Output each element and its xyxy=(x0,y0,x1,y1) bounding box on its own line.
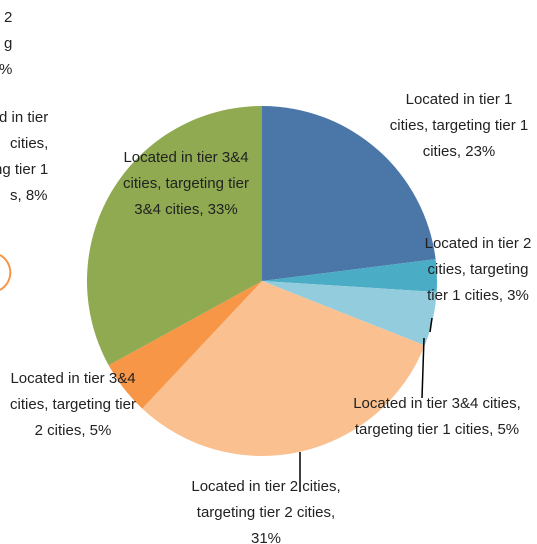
data-label: Located in tier 1 cities, targeting tier… xyxy=(389,91,529,160)
cropped-label: cities, xyxy=(10,135,49,152)
data-label: Located in tier 3&4 cities, targeting ti… xyxy=(10,370,136,439)
pie-slice xyxy=(108,281,262,409)
pie-slice xyxy=(142,281,425,456)
cropped-label: ng tier 1 xyxy=(0,161,49,178)
pie-slice xyxy=(262,106,436,281)
cropped-label: d in tier xyxy=(0,109,49,126)
leader-line xyxy=(429,317,433,333)
data-label: Located in tier 3&4 cities, targeting ti… xyxy=(353,395,521,438)
cropped-label: 2 xyxy=(4,9,13,26)
cropped-label: s, 8% xyxy=(10,187,48,204)
data-label: Located in tier 2 cities, targeting tier… xyxy=(191,478,341,544)
leader-line xyxy=(421,337,425,399)
pie-slice xyxy=(87,106,262,366)
data-label: Located in tier 3&4 cities, targeting ti… xyxy=(123,149,249,218)
cropped-label: g xyxy=(4,35,13,52)
pie-slice xyxy=(262,281,437,346)
pie-slice xyxy=(262,259,437,292)
cropped-arc xyxy=(0,254,12,291)
slices xyxy=(87,106,437,456)
data-label: Located in tier 2 cities, targeting tier… xyxy=(424,235,532,304)
cropped-label: % xyxy=(0,61,13,78)
